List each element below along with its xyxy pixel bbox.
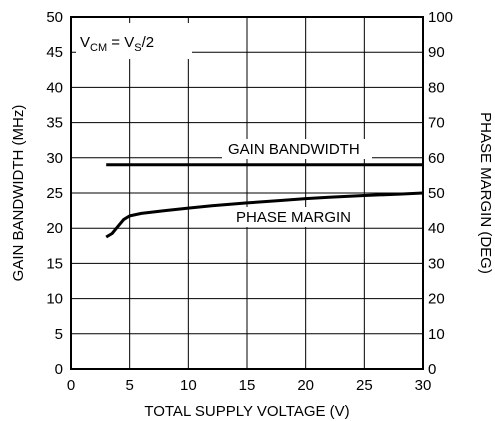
y-tick-label-left: 0 [55,361,63,378]
y-tick-label-left: 30 [46,150,63,167]
y-tick-label-right: 20 [428,291,445,308]
y-tick-label-left: 45 [46,44,63,61]
y-tick-label-right: 80 [428,79,445,96]
x-tick-label: 0 [67,377,75,394]
x-axis-title: TOTAL SUPPLY VOLTAGE (V) [144,403,349,420]
series-layer [105,163,424,239]
condition-annotation-text: VCM = VS/2 [80,34,154,54]
y-tick-label-right: 60 [428,150,445,167]
x-tick-label: 10 [180,377,197,394]
tick-labels: 0 5 10 15 20 25 300510152025303540455001020304… [46,9,453,394]
y-tick-label-right: 70 [428,115,445,132]
y-tick-label-right: 10 [428,326,445,343]
series-label-gain-bandwidth: GAIN BANDWIDTH [228,141,360,158]
y-tick-label-left: 10 [46,291,63,308]
y-tick-label-left: 5 [55,326,63,343]
x-tick-label: 20 [297,377,314,394]
series-label-phase-margin: PHASE MARGIN [236,209,351,226]
y-tick-label-right: 50 [428,185,445,202]
x-tick-label: 25 [356,377,373,394]
y-axis-title-right: PHASE MARGIN (DEG) [477,112,494,274]
y-axis-title-left: GAIN BANDWIDTH (MHz) [10,105,27,282]
x-tick-label: 15 [239,377,256,394]
series-line-phase-margin [105,191,424,239]
y-tick-label-left: 20 [46,220,63,237]
y-tick-label-left: 50 [46,9,63,26]
y-tick-label-right: 90 [428,44,445,61]
y-tick-label-left: 25 [46,185,63,202]
y-tick-label-left: 15 [46,255,63,272]
x-tick-label: 5 [125,377,133,394]
y-tick-label-right: 100 [428,9,453,26]
x-tick-label: 30 [415,377,432,394]
y-tick-label-left: 40 [46,79,63,96]
y-tick-label-left: 35 [46,115,63,132]
y-tick-label-right: 0 [428,361,436,378]
y-tick-label-right: 40 [428,220,445,237]
condition-annotation: VCM = VS/2 [76,23,192,59]
grid [71,17,423,369]
y-tick-label-right: 30 [428,255,445,272]
